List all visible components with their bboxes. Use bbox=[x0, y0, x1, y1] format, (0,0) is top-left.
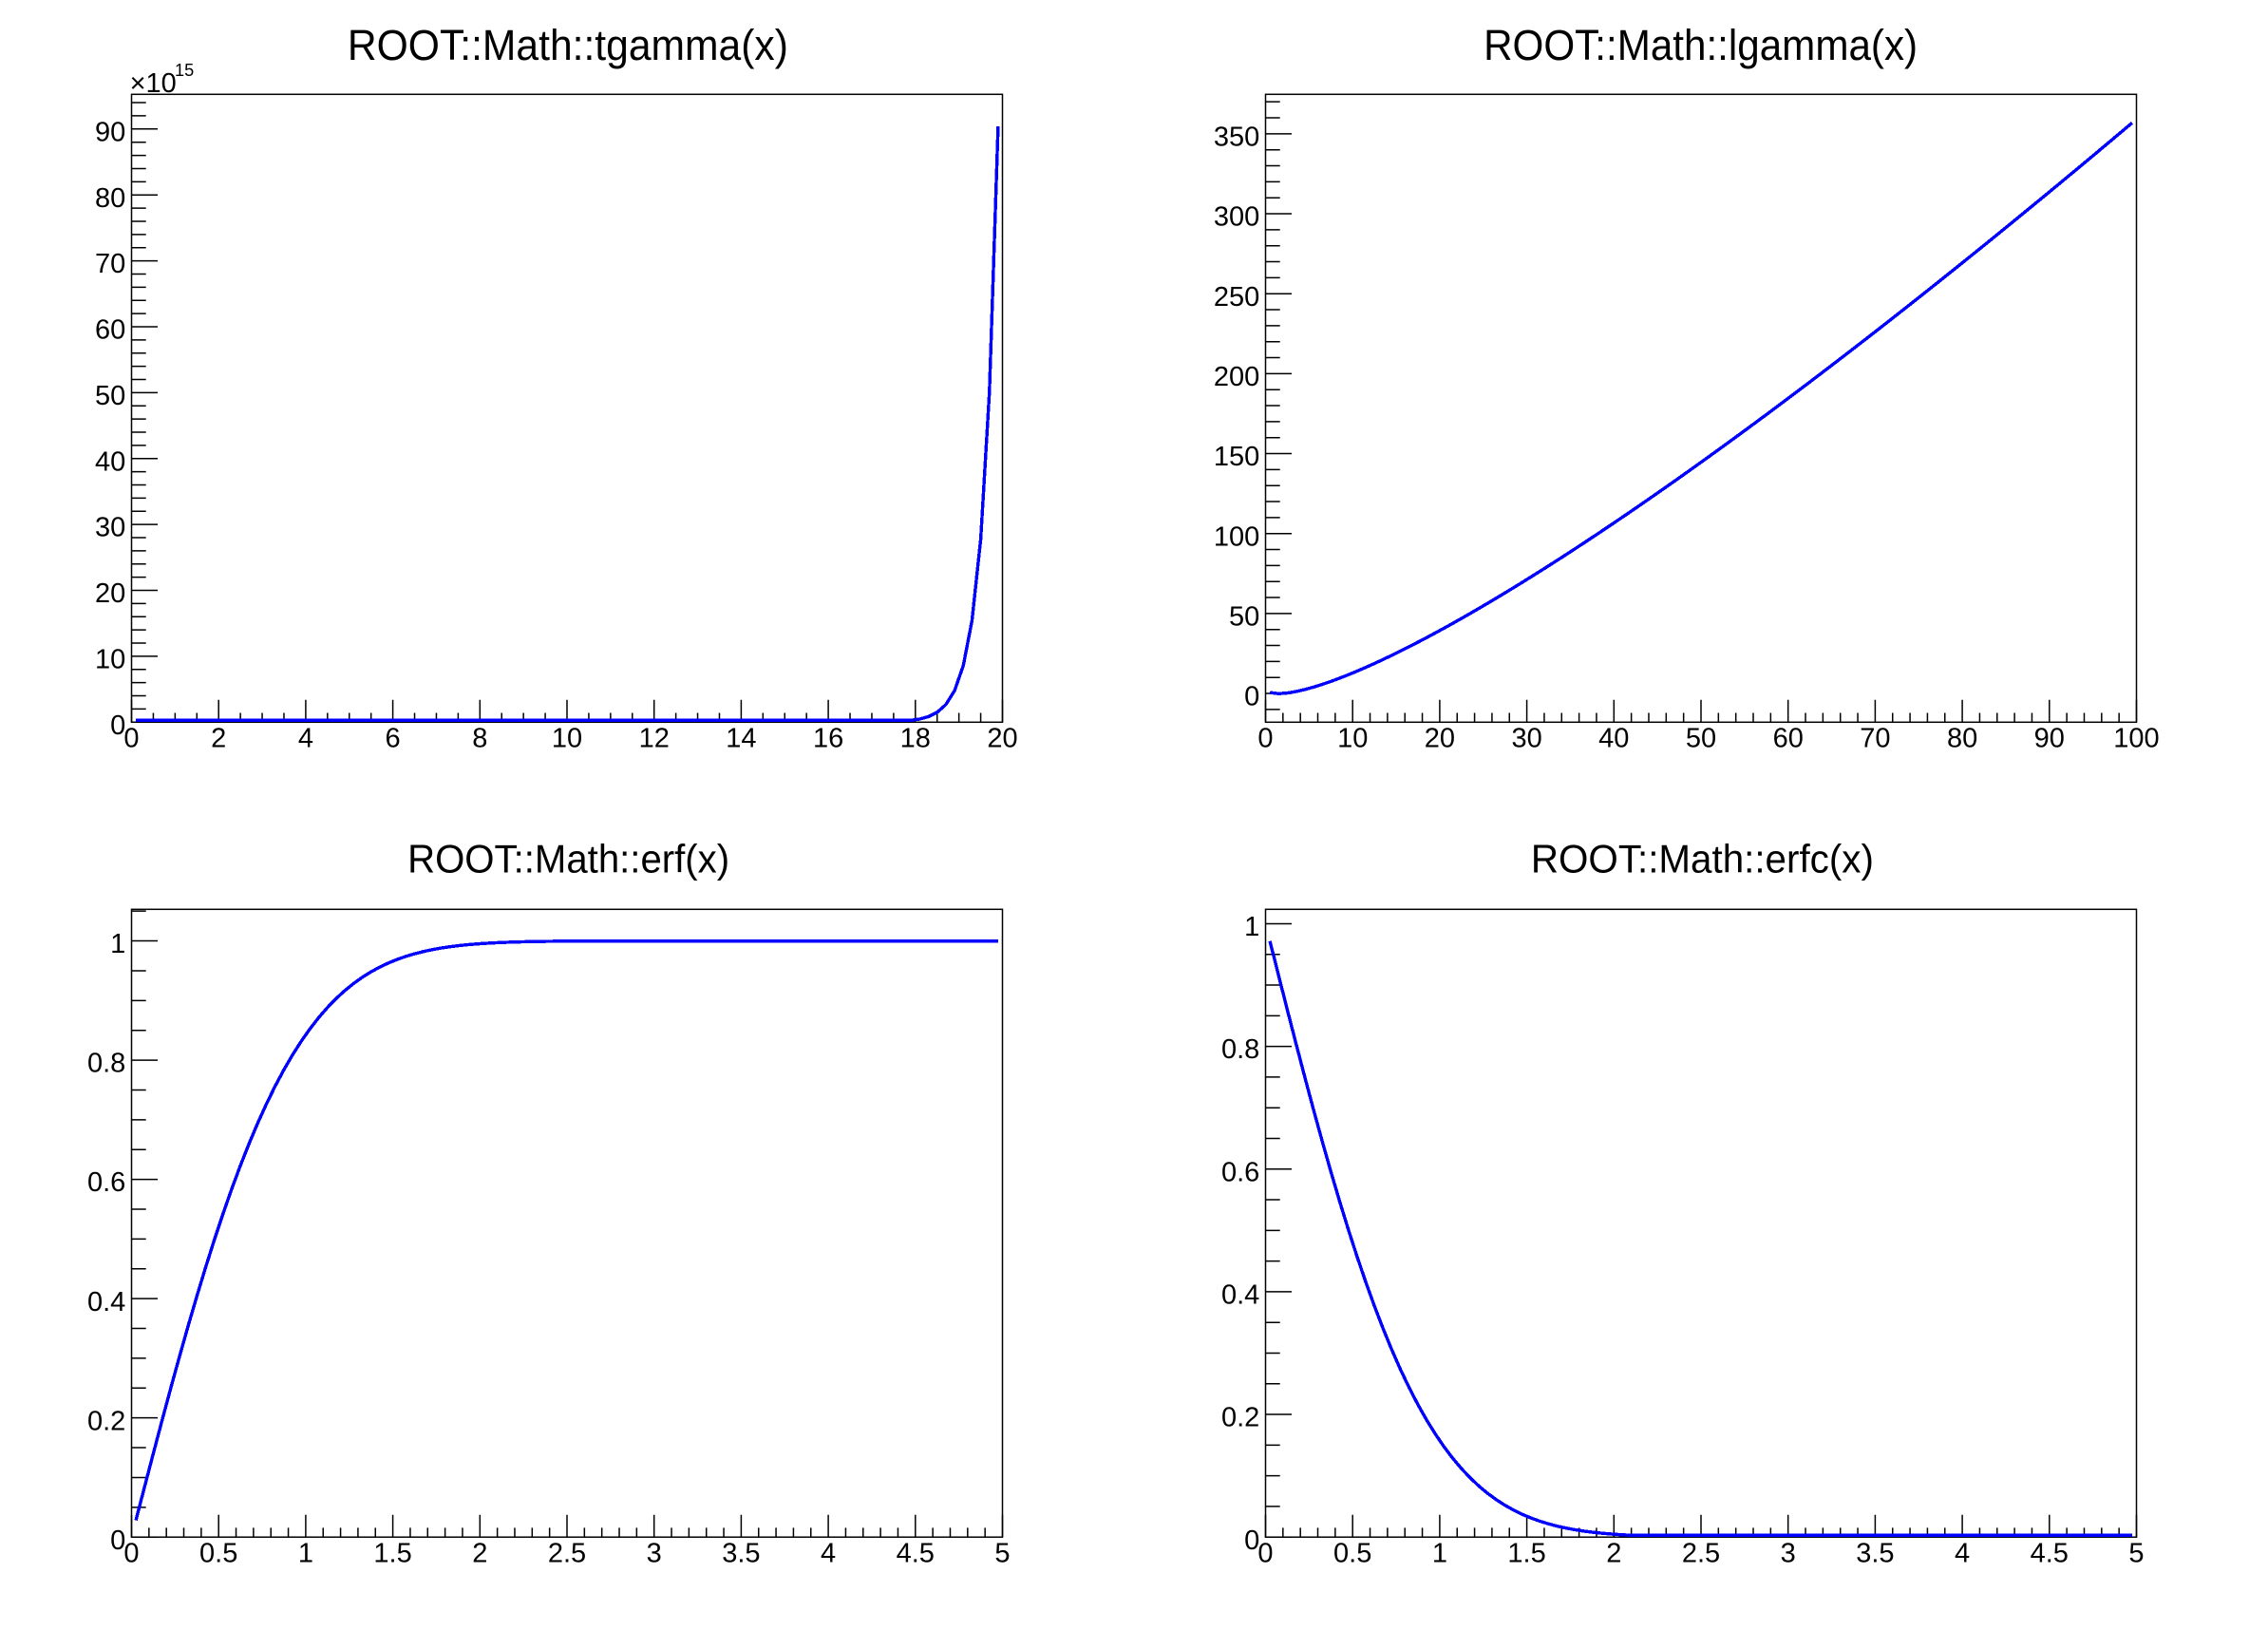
svg-text:1.5: 1.5 bbox=[373, 1539, 411, 1569]
svg-text:ROOT::Math::lgamma(x): ROOT::Math::lgamma(x) bbox=[1484, 21, 1918, 69]
svg-text:1: 1 bbox=[110, 929, 125, 959]
svg-text:20: 20 bbox=[987, 724, 1017, 754]
svg-text:15: 15 bbox=[175, 61, 194, 80]
svg-text:ROOT::Math::erf(x): ROOT::Math::erf(x) bbox=[407, 836, 729, 881]
svg-text:40: 40 bbox=[95, 446, 125, 477]
svg-text:60: 60 bbox=[1773, 724, 1804, 754]
svg-text:150: 150 bbox=[1214, 442, 1259, 472]
svg-text:40: 40 bbox=[1598, 724, 1629, 754]
svg-text:0.5: 0.5 bbox=[199, 1539, 237, 1569]
svg-text:4.5: 4.5 bbox=[2031, 1539, 2069, 1569]
svg-text:0.8: 0.8 bbox=[87, 1049, 125, 1079]
svg-text:2.5: 2.5 bbox=[548, 1539, 586, 1569]
svg-text:2: 2 bbox=[1606, 1539, 1621, 1569]
svg-text:70: 70 bbox=[95, 249, 125, 279]
svg-text:0.2: 0.2 bbox=[87, 1406, 125, 1436]
svg-text:10: 10 bbox=[552, 724, 582, 754]
svg-text:ROOT::Math::erfc(x): ROOT::Math::erfc(x) bbox=[1531, 836, 1874, 881]
svg-text:0: 0 bbox=[123, 724, 139, 754]
svg-text:0: 0 bbox=[123, 1539, 139, 1569]
svg-text:3: 3 bbox=[1781, 1539, 1796, 1569]
svg-text:50: 50 bbox=[1229, 601, 1259, 632]
svg-text:200: 200 bbox=[1214, 362, 1259, 392]
svg-text:1: 1 bbox=[1244, 912, 1259, 942]
svg-text:1.5: 1.5 bbox=[1507, 1539, 1545, 1569]
svg-text:4.5: 4.5 bbox=[897, 1539, 935, 1569]
svg-text:2: 2 bbox=[472, 1539, 487, 1569]
svg-text:6: 6 bbox=[386, 724, 401, 754]
svg-text:3.5: 3.5 bbox=[722, 1539, 760, 1569]
svg-text:8: 8 bbox=[472, 724, 487, 754]
svg-text:90: 90 bbox=[2034, 724, 2065, 754]
svg-text:0: 0 bbox=[1257, 724, 1273, 754]
svg-text:70: 70 bbox=[1860, 724, 1890, 754]
svg-text:250: 250 bbox=[1214, 282, 1259, 313]
svg-text:0.6: 0.6 bbox=[87, 1167, 125, 1198]
svg-text:×10: ×10 bbox=[130, 68, 177, 99]
svg-text:1: 1 bbox=[298, 1539, 313, 1569]
svg-text:10: 10 bbox=[1337, 724, 1368, 754]
svg-text:5: 5 bbox=[994, 1539, 1010, 1569]
svg-text:18: 18 bbox=[900, 724, 931, 754]
svg-text:4: 4 bbox=[1955, 1539, 1970, 1569]
svg-text:0.4: 0.4 bbox=[87, 1287, 125, 1317]
svg-text:80: 80 bbox=[95, 183, 125, 214]
svg-text:1: 1 bbox=[1432, 1539, 1447, 1569]
svg-text:ROOT::Math::tgamma(x): ROOT::Math::tgamma(x) bbox=[348, 21, 788, 69]
svg-text:20: 20 bbox=[1425, 724, 1455, 754]
svg-text:10: 10 bbox=[95, 645, 125, 675]
svg-text:0.8: 0.8 bbox=[1221, 1034, 1259, 1065]
svg-text:0.5: 0.5 bbox=[1333, 1539, 1371, 1569]
svg-text:4: 4 bbox=[821, 1539, 836, 1569]
svg-text:50: 50 bbox=[95, 381, 125, 411]
svg-text:5: 5 bbox=[2128, 1539, 2144, 1569]
svg-text:3: 3 bbox=[647, 1539, 662, 1569]
svg-text:4: 4 bbox=[298, 724, 313, 754]
svg-text:30: 30 bbox=[1511, 724, 1541, 754]
svg-text:0.6: 0.6 bbox=[1221, 1157, 1259, 1187]
svg-text:300: 300 bbox=[1214, 202, 1259, 233]
svg-text:0: 0 bbox=[110, 1526, 125, 1556]
svg-text:0: 0 bbox=[1244, 1526, 1259, 1556]
svg-text:350: 350 bbox=[1214, 122, 1259, 152]
svg-text:90: 90 bbox=[95, 117, 125, 147]
svg-text:0: 0 bbox=[1257, 1539, 1273, 1569]
svg-text:14: 14 bbox=[726, 724, 756, 754]
svg-text:2.5: 2.5 bbox=[1682, 1539, 1720, 1569]
svg-text:20: 20 bbox=[95, 578, 125, 609]
svg-text:80: 80 bbox=[1947, 724, 1977, 754]
svg-text:0: 0 bbox=[1244, 682, 1259, 712]
svg-text:100: 100 bbox=[1214, 521, 1259, 552]
svg-text:12: 12 bbox=[639, 724, 670, 754]
svg-text:30: 30 bbox=[95, 513, 125, 543]
svg-text:50: 50 bbox=[1686, 724, 1716, 754]
svg-text:3.5: 3.5 bbox=[1856, 1539, 1894, 1569]
svg-text:2: 2 bbox=[211, 724, 226, 754]
svg-text:16: 16 bbox=[813, 724, 843, 754]
svg-text:0: 0 bbox=[110, 711, 125, 741]
svg-text:0.2: 0.2 bbox=[1221, 1403, 1259, 1433]
svg-text:0.4: 0.4 bbox=[1221, 1280, 1259, 1311]
svg-text:60: 60 bbox=[95, 315, 125, 346]
svg-text:100: 100 bbox=[2113, 724, 2159, 754]
